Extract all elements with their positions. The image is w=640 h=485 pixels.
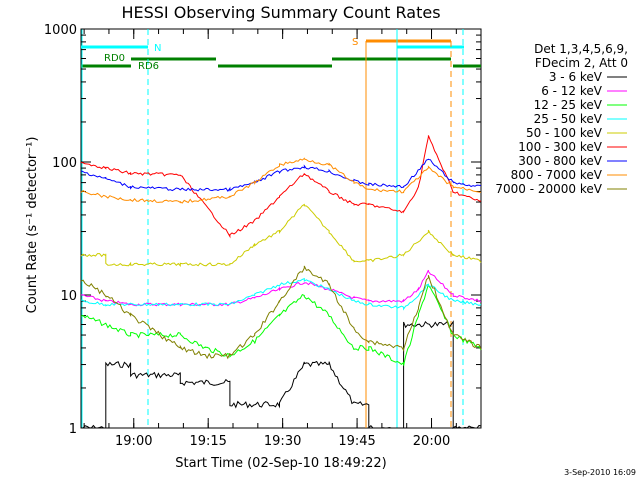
y-axis-label: Count Rate (s⁻¹ detector⁻¹) xyxy=(25,137,40,314)
x-tick-label: 19:15 xyxy=(189,434,226,449)
y-tick-label: 10 xyxy=(60,289,77,304)
annotation-label: RD0 xyxy=(104,53,125,64)
plot-area: N RD0 RD6 S 1 10 100 1000 19:00 19:15 19:30 19:45 20… xyxy=(44,23,482,449)
legend-entry-label: 3 - 6 keV xyxy=(549,70,603,84)
legend-entry-label: 25 - 50 keV xyxy=(534,112,603,126)
series-line xyxy=(80,158,482,192)
plot-frame xyxy=(80,28,482,429)
legend: Det 1,3,4,5,6,9,FDecim 2, Att 03 - 6 keV… xyxy=(495,42,628,196)
x-tick-label: 19:45 xyxy=(338,434,375,449)
timestamp-label: 3-Sep-2010 16:09 xyxy=(564,468,636,477)
series-line xyxy=(80,203,482,267)
x-tick-label: 19:00 xyxy=(115,434,152,449)
series-line xyxy=(80,277,482,311)
annotation-label: N xyxy=(154,43,161,54)
legend-header: Det 1,3,4,5,6,9, xyxy=(534,42,628,56)
legend-entry-label: 12 - 25 keV xyxy=(534,98,603,112)
series-line xyxy=(80,157,482,204)
y-tick-label: 1000 xyxy=(44,23,77,38)
y-tick-label: 1 xyxy=(69,422,77,437)
annotation-label: RD6 xyxy=(138,61,159,72)
legend-entry-label: 800 - 7000 keV xyxy=(511,168,603,182)
series-line xyxy=(80,284,482,366)
legend-header: FDecim 2, Att 0 xyxy=(535,56,628,70)
series-line xyxy=(80,265,482,360)
chart-title: HESSI Observing Summary Count Rates xyxy=(121,3,440,22)
series-line xyxy=(80,320,482,430)
legend-entry-label: 7000 - 20000 keV xyxy=(495,182,602,196)
legend-entry-label: 300 - 800 keV xyxy=(518,154,602,168)
series-line xyxy=(80,269,482,307)
x-tick-label: 19:30 xyxy=(264,434,301,449)
series-line xyxy=(80,135,482,239)
annotation-label: S xyxy=(352,37,358,48)
legend-entry-label: 6 - 12 keV xyxy=(541,84,603,98)
legend-entry-label: 100 - 300 keV xyxy=(518,140,602,154)
legend-entry-label: 50 - 100 keV xyxy=(526,126,603,140)
y-tick-label: 100 xyxy=(52,156,77,171)
x-tick-label: 20:00 xyxy=(413,434,450,449)
x-axis-label: Start Time (02-Sep-10 18:49:22) xyxy=(175,456,386,471)
